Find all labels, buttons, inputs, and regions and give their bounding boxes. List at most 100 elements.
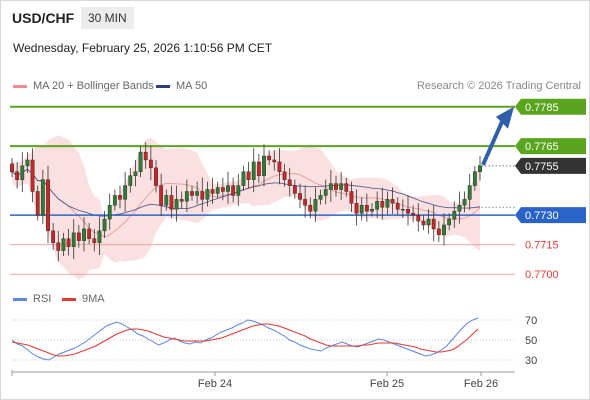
candle-body bbox=[40, 179, 45, 216]
candle-body bbox=[406, 209, 410, 214]
level-label-0.7700: 0.7700 bbox=[525, 269, 559, 281]
x-tick-label: Feb 25 bbox=[370, 378, 404, 390]
forecast-arrow-head bbox=[496, 106, 514, 129]
candle-body bbox=[323, 189, 328, 196]
candle-body bbox=[421, 220, 426, 226]
candle-body bbox=[467, 185, 472, 200]
candle-body bbox=[462, 199, 467, 206]
candle-body bbox=[478, 165, 482, 172]
candle-body bbox=[148, 159, 153, 169]
candle-body bbox=[200, 191, 205, 200]
candle-body bbox=[30, 159, 35, 192]
candle-body bbox=[154, 167, 158, 186]
candle-body bbox=[35, 191, 40, 216]
candle-body bbox=[169, 195, 174, 210]
level-label-0.7785: 0.7785 bbox=[525, 102, 559, 114]
rsi-line bbox=[11, 317, 479, 361]
candle-body bbox=[123, 185, 128, 200]
candle-body bbox=[76, 232, 81, 241]
timeframe-badge[interactable]: 30 MIN bbox=[81, 7, 134, 29]
candle-body bbox=[370, 209, 374, 212]
candle-body bbox=[452, 210, 457, 220]
candle-body bbox=[25, 159, 30, 167]
candle-body bbox=[287, 179, 292, 186]
rsi-tick-label: 70 bbox=[525, 315, 537, 327]
level-tag-0.7765 bbox=[515, 138, 586, 155]
candle-body bbox=[436, 228, 441, 236]
legend-ma50-swatch bbox=[156, 84, 170, 88]
bollinger-band bbox=[12, 135, 480, 280]
forecast-arrow-shaft bbox=[481, 120, 504, 166]
candle-body bbox=[457, 205, 462, 212]
level-label-0.7755: 0.7755 bbox=[525, 161, 559, 173]
candle-body bbox=[334, 183, 338, 190]
candle-body bbox=[51, 230, 56, 243]
candle-body bbox=[282, 171, 287, 180]
candle-body bbox=[138, 151, 143, 172]
candle-body bbox=[118, 195, 122, 200]
level-label-0.7730: 0.7730 bbox=[525, 210, 559, 222]
legend-rsi-ma: 9MA bbox=[62, 293, 105, 305]
rsi-tick-label: 50 bbox=[525, 335, 537, 347]
candle-body bbox=[339, 183, 344, 190]
legend-rsi-ma-label: 9MA bbox=[82, 293, 105, 305]
legend-rsi: RSI bbox=[13, 293, 51, 305]
candle-body bbox=[390, 199, 395, 204]
candle-body bbox=[256, 161, 261, 176]
candle-body bbox=[447, 218, 452, 226]
candle-body bbox=[416, 214, 421, 222]
research-credit: Research © 2026 Trading Central bbox=[416, 80, 581, 92]
candle-body bbox=[231, 185, 236, 196]
candle-body bbox=[411, 212, 416, 216]
candle-body bbox=[15, 171, 20, 180]
candle-body bbox=[10, 163, 14, 172]
candle-body bbox=[71, 232, 76, 247]
candle-body bbox=[97, 230, 102, 243]
candle-body bbox=[349, 191, 354, 204]
candle-body bbox=[112, 195, 117, 206]
candle-body bbox=[262, 155, 266, 176]
candle-body bbox=[364, 205, 369, 212]
candle-body bbox=[267, 155, 272, 161]
candle-body bbox=[184, 191, 189, 202]
candle-body bbox=[426, 218, 431, 226]
candle-body bbox=[133, 171, 138, 176]
level-tag-0.7755 bbox=[515, 157, 586, 174]
candle-body bbox=[380, 201, 385, 208]
level-label-0.7715: 0.7715 bbox=[525, 240, 559, 252]
legend-ma50: MA 50 bbox=[156, 80, 207, 92]
legend-rsi-swatch bbox=[13, 297, 27, 301]
candle-body bbox=[359, 205, 364, 214]
legend-rsi-ma-swatch bbox=[62, 297, 76, 301]
candle-body bbox=[20, 165, 25, 180]
candle-body bbox=[195, 191, 200, 196]
candle-body bbox=[179, 199, 184, 202]
candle-body bbox=[375, 201, 380, 210]
candle-body bbox=[298, 193, 302, 200]
candle-body bbox=[205, 189, 210, 200]
candle-body bbox=[277, 161, 282, 172]
candle-body bbox=[102, 218, 107, 232]
candle-body bbox=[128, 175, 133, 186]
candle-body bbox=[226, 185, 230, 192]
level-tag-0.7730 bbox=[515, 207, 586, 224]
candle-body bbox=[61, 238, 66, 251]
candle-body bbox=[66, 238, 71, 247]
chart-datetime: Wednesday, February 25, 2026 1:10:56 PM … bbox=[13, 41, 273, 55]
candle-body bbox=[400, 209, 405, 211]
legend-rsi-label: RSI bbox=[33, 293, 52, 305]
candle-body bbox=[344, 183, 349, 192]
candle-body bbox=[251, 161, 256, 180]
candle-body bbox=[292, 185, 297, 194]
candle-body bbox=[159, 185, 164, 206]
candle-body bbox=[328, 183, 333, 190]
candle-body bbox=[46, 179, 50, 232]
candle-body bbox=[472, 171, 477, 186]
candle-body bbox=[385, 199, 390, 208]
candle-body bbox=[190, 191, 194, 196]
candle-body bbox=[354, 203, 359, 214]
candle-body bbox=[313, 199, 318, 212]
x-tick-label: Feb 24 bbox=[198, 378, 232, 390]
candle-body bbox=[164, 195, 169, 206]
